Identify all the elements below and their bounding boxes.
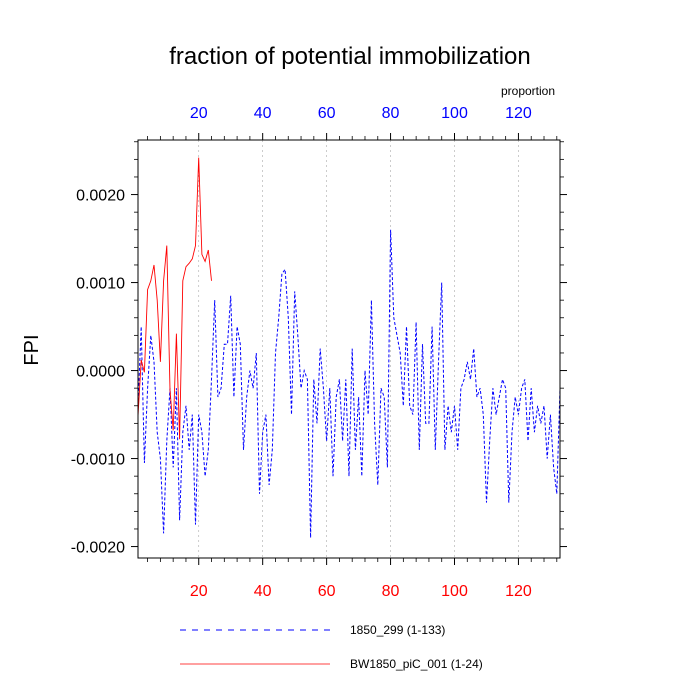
point-1850_299: [300, 387, 302, 389]
grid: [198, 140, 519, 558]
x-ticks-top: 20 40 60 80 100 120: [190, 105, 532, 140]
minor-ticks: [134, 136, 564, 562]
x-tick-label-top: 100: [441, 105, 468, 122]
x-tick-label-bottom: 20: [190, 583, 208, 600]
x-tick-label-top: 60: [318, 105, 336, 122]
point-1850_299: [226, 343, 228, 345]
x-tick-label-bottom: 60: [318, 583, 336, 600]
x-tick-label-top: 20: [190, 105, 208, 122]
x-tick-label-top: 120: [505, 105, 532, 122]
top-axis-label: proportion: [501, 84, 555, 98]
legend-label-BW1850: BW1850_piC_001 (1-24): [350, 657, 483, 671]
x-tick-label-bottom: 80: [382, 583, 400, 600]
legend-label-1850_299: 1850_299 (1-133): [350, 623, 445, 637]
y-tick-label: 0.0020: [76, 188, 125, 205]
x-tick-label-top: 80: [382, 105, 400, 122]
x-tick-label-bottom: 40: [254, 583, 272, 600]
y-tick-label: 0.0010: [76, 276, 125, 293]
y-ticks: -0.0020 -0.0010 0.0000 0.0010 0.0020: [71, 188, 567, 557]
x-tick-label-top: 40: [254, 105, 272, 122]
series-line-BW1850: [137, 157, 212, 440]
point-1850_299: [204, 475, 206, 477]
chart-title: fraction of potential immobilization: [169, 43, 531, 70]
y-tick-label: 0.0000: [76, 364, 125, 381]
y-axis-label: FPI: [21, 334, 43, 365]
series-layer: [137, 157, 561, 538]
y-tick-label: -0.0010: [71, 452, 125, 469]
point-1850_299: [527, 440, 529, 442]
point-1850_299: [367, 413, 369, 415]
y-tick-label: -0.0020: [71, 540, 125, 557]
series-line-1850_299: [137, 229, 561, 538]
x-tick-label-bottom: 100: [441, 583, 468, 600]
x-ticks-bottom: 20 40 60 80 100 120: [190, 558, 532, 600]
point-1850_299: [278, 317, 280, 319]
x-tick-label-bottom: 120: [505, 583, 532, 600]
legend: 1850_299 (1-133) BW1850_piC_001 (1-24): [180, 623, 483, 671]
plot-frame: [137, 139, 561, 559]
